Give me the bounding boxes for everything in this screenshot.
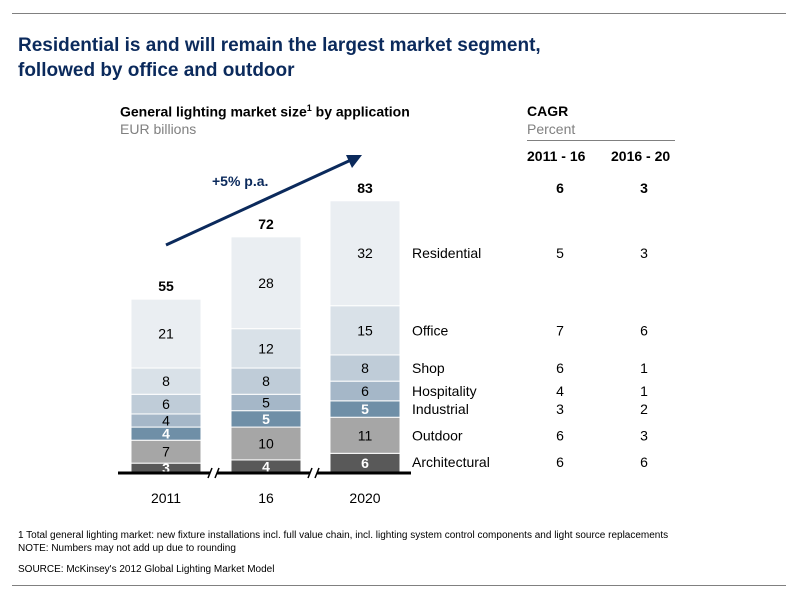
data-label-architectural-2011: 3 [162, 460, 170, 476]
cagr-2016-20-outdoor: 3 [640, 427, 648, 443]
x-tick-2011: 2011 [151, 490, 181, 506]
data-label-office-16: 12 [258, 340, 274, 356]
cagr-2011-16-shop: 6 [556, 360, 564, 376]
title-line-1: Residential is and will remain the large… [18, 35, 541, 56]
bar-segment-residential-2020 [329, 200, 401, 307]
bar-total-2011: 55 [158, 278, 174, 294]
bar-segment-office-2011 [130, 367, 202, 395]
top-rule [12, 13, 786, 14]
axis-break-gap-2 [310, 468, 317, 478]
footnote-2: NOTE: Numbers may not add up due to roun… [18, 543, 236, 554]
source-note: SOURCE: McKinsey's 2012 Global Lighting … [18, 564, 275, 575]
chart-title-footnote-mark: 1 [306, 103, 312, 113]
bar-segment-residential-2011 [130, 298, 202, 369]
cagr-2011-16-architectural: 6 [556, 454, 564, 470]
axis-break-mark-2a [307, 467, 313, 479]
bar-segment-shop-2020 [329, 354, 401, 382]
cagr-2011-16-office: 7 [556, 322, 564, 338]
axis-break-mark-1b [214, 467, 220, 479]
data-label-shop-2011: 6 [162, 396, 170, 412]
data-label-office-2011: 8 [162, 373, 170, 389]
bar-segment-office-16 [230, 328, 302, 369]
cagr-2016-20-industrial: 2 [640, 401, 648, 417]
data-label-industrial-2011: 4 [162, 426, 170, 442]
growth-label: +5% p.a. [212, 173, 268, 189]
data-label-architectural-2020: 6 [361, 455, 369, 471]
cagr-col2-header: 2016 - 20 [611, 148, 671, 164]
data-label-hospitality-16: 5 [262, 394, 270, 410]
bar-segment-residential-16 [230, 236, 302, 330]
x-tick-16: 16 [258, 490, 274, 506]
data-label-outdoor-2011: 7 [162, 444, 170, 460]
data-label-hospitality-2020: 6 [361, 383, 369, 399]
bar-segment-office-2020 [329, 305, 401, 356]
cagr-total-2011-16: 6 [556, 180, 564, 196]
cagr-2011-16-industrial: 3 [556, 401, 564, 417]
data-label-residential-16: 28 [258, 275, 274, 291]
data-label-architectural-16: 4 [262, 458, 270, 474]
cagr-unit: Percent [527, 121, 576, 137]
title-line-2: followed by office and outdoor [18, 60, 295, 81]
data-label-hospitality-2011: 4 [162, 413, 170, 429]
segment-label-architectural: Architectural [412, 454, 490, 470]
x-tick-2020: 2020 [349, 490, 380, 506]
cagr-2016-20-architectural: 6 [640, 454, 648, 470]
chart-unit: EUR billions [120, 121, 197, 137]
cagr-2016-20-shop: 1 [640, 360, 648, 376]
growth-arrow-head [346, 155, 362, 168]
cagr-2011-16-hospitality: 4 [556, 383, 564, 399]
cagr-2016-20-office: 6 [640, 322, 648, 338]
footnote-1: 1 Total general lighting market: new fix… [18, 530, 669, 541]
bar-segment-outdoor-16 [230, 426, 302, 461]
data-label-residential-2020: 32 [357, 245, 373, 261]
bar-total-2020: 83 [357, 180, 373, 196]
data-label-industrial-16: 5 [262, 411, 270, 427]
data-label-shop-2020: 8 [361, 360, 369, 376]
cagr-2011-16-outdoor: 6 [556, 427, 564, 443]
segment-label-office: Office [412, 322, 449, 338]
segment-label-outdoor: Outdoor [412, 427, 463, 443]
data-label-residential-2011: 21 [158, 326, 174, 342]
segment-label-residential: Residential [412, 245, 481, 261]
data-label-office-2020: 15 [357, 322, 373, 338]
cagr-rule [527, 140, 675, 141]
chart-title-rest: by application [311, 103, 410, 120]
data-label-outdoor-2020: 11 [358, 427, 373, 443]
cagr-total-2016-20: 3 [640, 180, 648, 196]
cagr-2016-20-residential: 3 [640, 245, 648, 261]
axis-break-mark-2b [314, 467, 320, 479]
data-label-outdoor-16: 10 [258, 435, 274, 451]
data-label-industrial-2020: 5 [361, 401, 369, 417]
growth-arrow-line [165, 158, 352, 247]
chart-title-main: General lighting market size [120, 103, 307, 120]
axis-break-gap-1 [210, 468, 217, 478]
bottom-rule [12, 585, 786, 586]
bar-total-16: 72 [258, 216, 274, 232]
page-title: Residential is and will remain the large… [18, 33, 738, 83]
cagr-col1-header: 2011 - 16 [527, 148, 586, 164]
segment-label-industrial: Industrial [412, 401, 469, 417]
axis-break-mark-1a [207, 467, 213, 479]
cagr-2016-20-hospitality: 1 [640, 383, 648, 399]
data-label-shop-16: 8 [262, 373, 270, 389]
segment-label-hospitality: Hospitality [412, 383, 477, 399]
segment-label-shop: Shop [412, 360, 445, 376]
bar-segment-outdoor-2020 [329, 416, 401, 454]
cagr-title: CAGR [527, 103, 569, 119]
cagr-2011-16-residential: 5 [556, 245, 564, 261]
chart-title: General lighting market size1 by applica… [120, 103, 410, 120]
